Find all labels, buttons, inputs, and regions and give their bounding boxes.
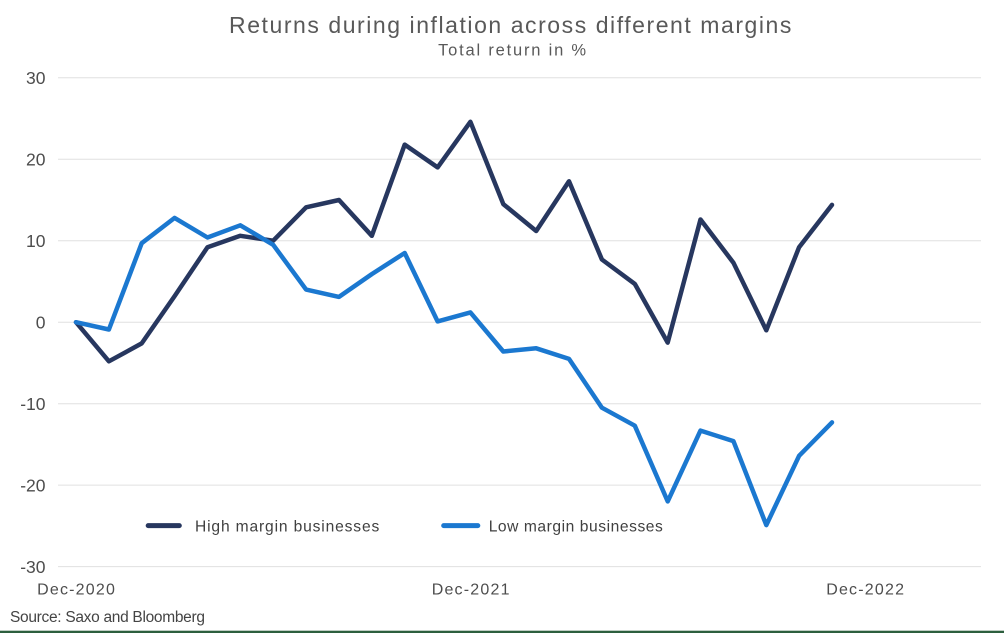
svg-text:Low margin businesses: Low margin businesses	[489, 519, 664, 536]
svg-text:Total return in %: Total return in %	[438, 42, 588, 60]
svg-text:Source: Saxo and Bloomberg: Source: Saxo and Bloomberg	[10, 609, 205, 626]
svg-text:20: 20	[26, 150, 46, 170]
svg-text:Returns during inflation acros: Returns during inflation across differen…	[229, 12, 793, 38]
svg-text:-30: -30	[20, 557, 46, 577]
svg-text:Dec-2020: Dec-2020	[37, 582, 116, 599]
svg-text:Dec-2021: Dec-2021	[432, 582, 511, 599]
svg-text:30: 30	[26, 68, 46, 88]
svg-text:High margin businesses: High margin businesses	[195, 519, 380, 536]
svg-text:0: 0	[36, 312, 46, 332]
svg-text:-20: -20	[20, 475, 46, 495]
svg-text:10: 10	[26, 231, 46, 251]
svg-text:-10: -10	[20, 394, 46, 414]
svg-text:Dec-2022: Dec-2022	[826, 582, 905, 599]
